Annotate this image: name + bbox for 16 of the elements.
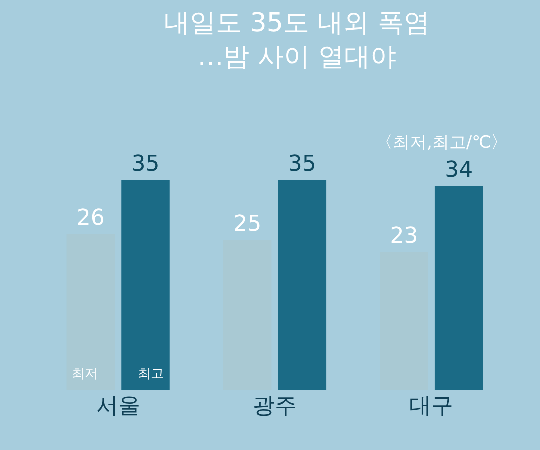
bar	[434, 186, 484, 390]
data-label: 23	[390, 224, 418, 249]
data-label: 26	[76, 206, 105, 231]
x-tick-label: 대구	[410, 394, 454, 419]
series-label: 최저	[72, 367, 98, 382]
data-label: 35	[132, 152, 160, 177]
data-label: 34	[445, 158, 474, 183]
data-label: 35	[288, 152, 316, 177]
bar	[278, 180, 327, 390]
chart-title: 내일도 35도 내외 폭염 …밤 사이 열대야	[164, 8, 430, 72]
x-tick-label: 광주	[253, 394, 297, 419]
bar	[122, 180, 170, 390]
x-tick-label: 서울	[96, 394, 140, 419]
chart-subtitle: 〈최저,최고/℃〉	[376, 133, 508, 153]
series-label: 최고	[138, 367, 164, 382]
data-label: 25	[234, 212, 262, 237]
